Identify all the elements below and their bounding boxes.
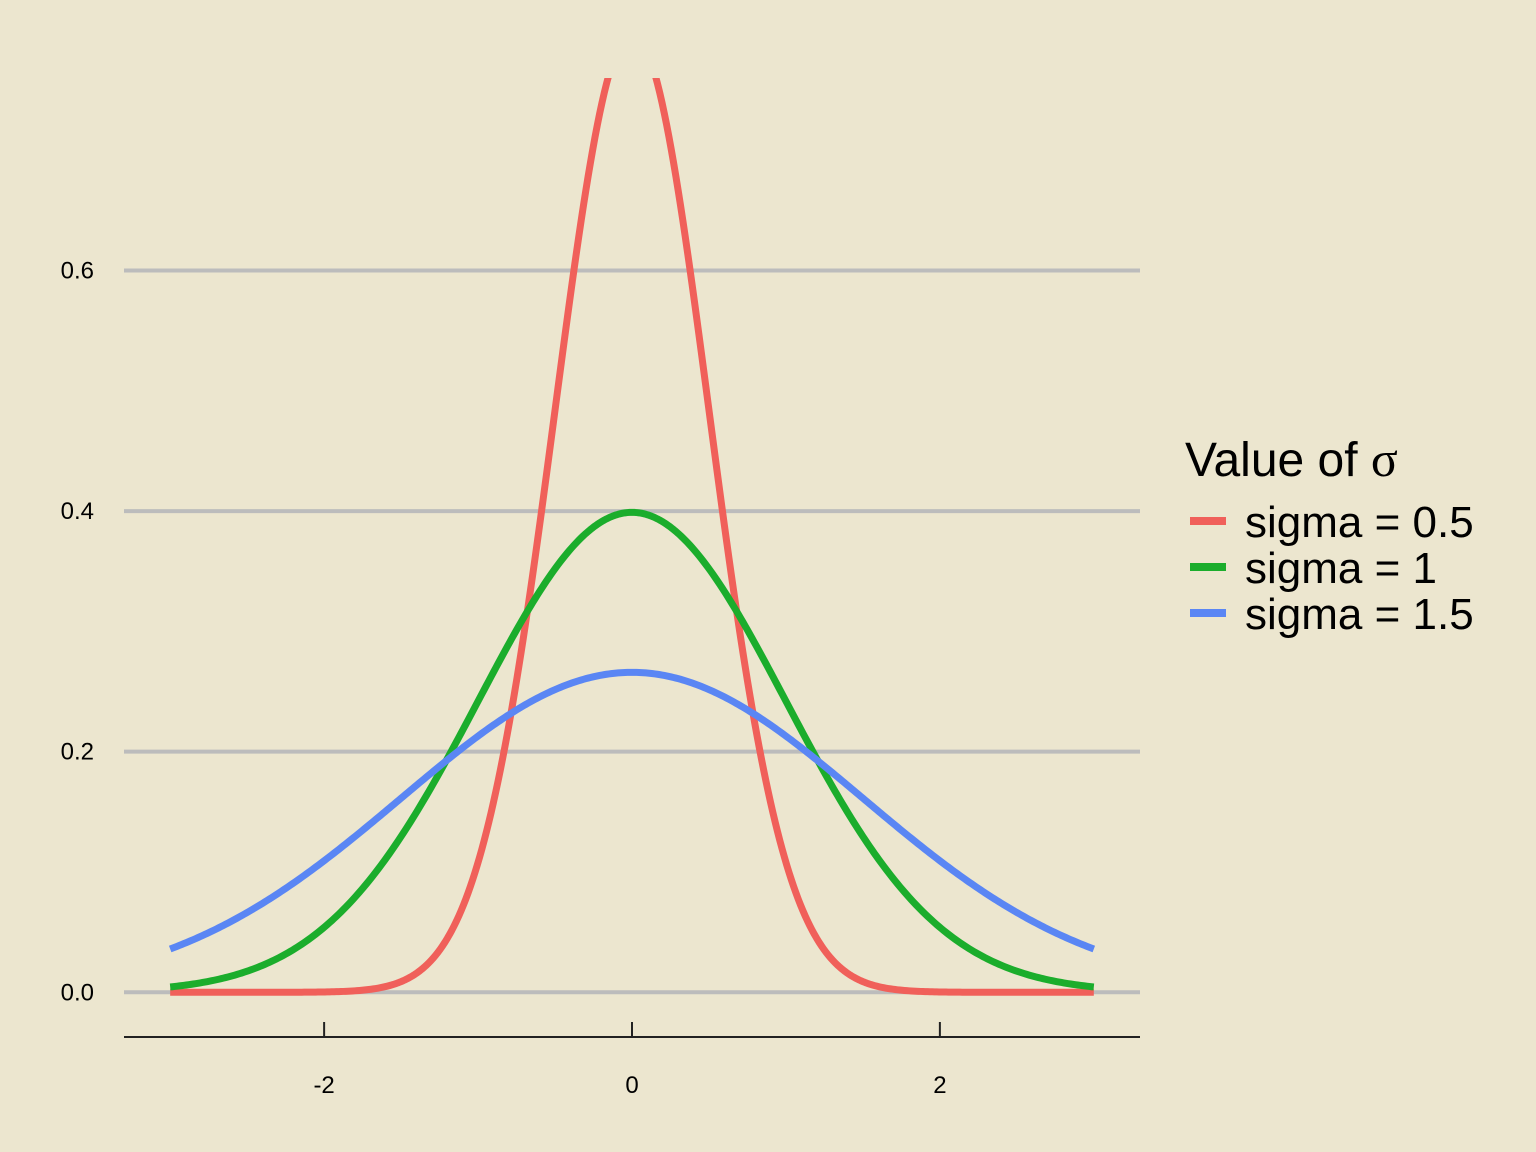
legend-title-text: Value of: [1185, 434, 1371, 487]
y-tick-label: 0.6: [61, 257, 94, 284]
series-line-2: [168, 508, 1096, 991]
legend-label: sigma = 1.5: [1245, 590, 1474, 639]
x-axis-ticks: -2 0 2: [313, 1022, 947, 1099]
y-tick-label: 0.4: [61, 498, 94, 525]
legend-label: sigma = 1: [1245, 544, 1437, 593]
series-line-1: [168, 78, 1096, 996]
legend-title-sigma-symbol: σ: [1371, 431, 1398, 487]
legend-label: sigma = 0.5: [1245, 498, 1474, 547]
y-tick-label: 0.2: [61, 739, 94, 766]
density-series: [168, 78, 1096, 996]
x-tick-label: -2: [313, 1072, 334, 1099]
y-axis-tick-labels: 0.0 0.2 0.4 0.6: [61, 257, 94, 1006]
x-tick-label: 0: [625, 1072, 638, 1099]
x-tick-label: 2: [933, 1072, 946, 1099]
legend-title: Value of σ: [1185, 431, 1398, 487]
series-line-3: [168, 668, 1096, 953]
y-tick-label: 0.0: [61, 979, 94, 1006]
